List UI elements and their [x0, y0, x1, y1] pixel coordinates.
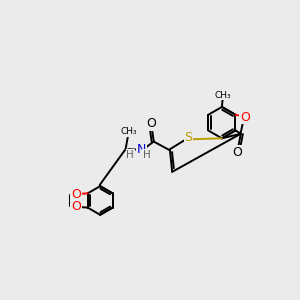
Text: O: O [71, 188, 81, 201]
Text: H: H [143, 150, 151, 160]
Text: CH₃: CH₃ [214, 91, 231, 100]
Text: O: O [240, 111, 250, 124]
Text: N: N [137, 143, 146, 156]
Text: S: S [184, 131, 192, 144]
Text: H: H [126, 149, 134, 160]
Text: O: O [71, 200, 81, 213]
Text: O: O [232, 146, 242, 159]
Text: O: O [146, 117, 156, 130]
Text: CH₃: CH₃ [120, 128, 137, 136]
